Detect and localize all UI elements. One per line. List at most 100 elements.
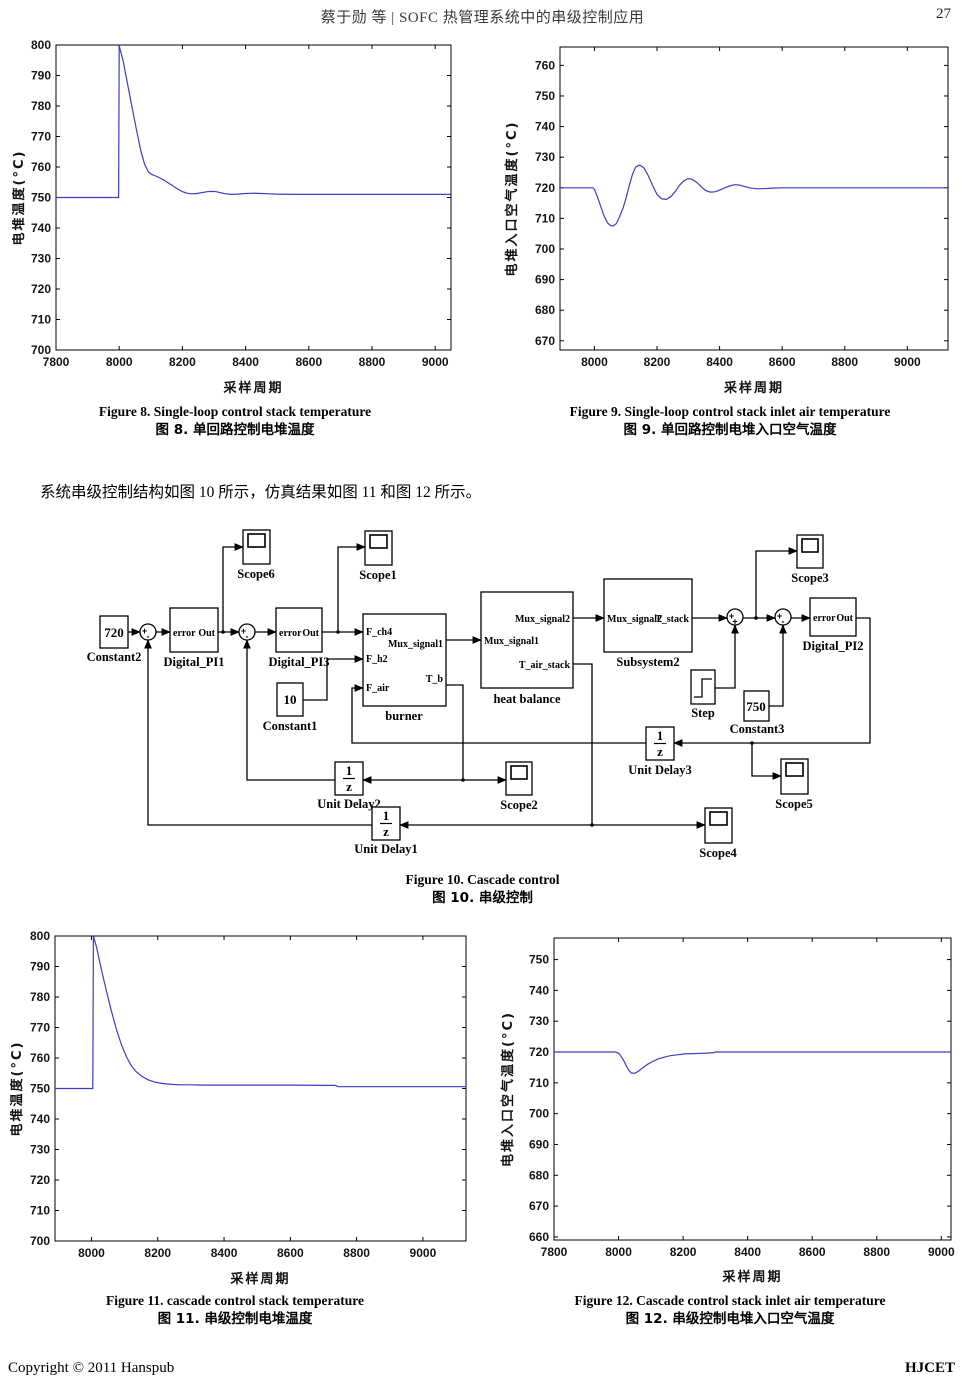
svg-text:750: 750 xyxy=(30,1082,50,1096)
figure8-chart: 7800 8000 8200 8400 8600 8800 9000 700 710 720 730… xyxy=(12,38,452,396)
block-digital-pi1: error Out Digital_PI1 xyxy=(163,607,225,669)
svg-text:F_ch4: F_ch4 xyxy=(366,627,392,638)
figure8-caption-en: Figure 8. Single-loop control stack temp… xyxy=(98,404,372,419)
svg-text:750: 750 xyxy=(529,953,549,967)
svg-text:+: + xyxy=(729,611,734,621)
figure9-caption-zh: 图 9. 单回路控制电堆入口空气温度 xyxy=(623,422,837,438)
svg-text:740: 740 xyxy=(30,1112,50,1126)
svg-text:760: 760 xyxy=(30,1051,50,1065)
svg-text:740: 740 xyxy=(535,120,555,134)
figure12-caption-zh: 图 12. 串级控制电堆入口空气温度 xyxy=(625,1311,835,1327)
svg-text:720: 720 xyxy=(104,625,124,640)
svg-text:8400: 8400 xyxy=(211,1246,238,1260)
svg-text:800: 800 xyxy=(30,929,50,943)
svg-text:7800: 7800 xyxy=(541,1245,568,1259)
svg-text:800: 800 xyxy=(31,38,51,52)
svg-text:730: 730 xyxy=(529,1014,549,1028)
svg-text:heat balance: heat balance xyxy=(493,692,560,706)
svg-text:Out: Out xyxy=(198,628,215,639)
svg-text:电堆温度(°C): 电堆温度(°C) xyxy=(10,1041,25,1137)
svg-text:-: - xyxy=(246,632,249,642)
block-unit-delay1: 1 z Unit Delay1 xyxy=(354,806,418,856)
svg-text:+: + xyxy=(777,611,782,621)
svg-text:740: 740 xyxy=(529,983,549,997)
svg-text:7800: 7800 xyxy=(43,355,70,369)
svg-text:8200: 8200 xyxy=(670,1245,697,1259)
figure11-caption-en: Figure 11. cascade control stack tempera… xyxy=(106,1293,364,1308)
svg-text:-: - xyxy=(782,617,785,627)
svg-text:730: 730 xyxy=(535,150,555,164)
svg-text:F_h2: F_h2 xyxy=(366,654,388,665)
scope-screen-icon xyxy=(369,534,388,549)
svg-text:Out: Out xyxy=(302,628,319,639)
svg-text:690: 690 xyxy=(535,273,555,287)
block-heat-balance: Mux_signal1 Mux_signal2 T_air_stack heat… xyxy=(480,591,574,706)
figure9-caption-en: Figure 9. Single-loop control stack inle… xyxy=(569,404,891,419)
block-digital-pi2: error Out Digital_PI2 xyxy=(802,597,864,653)
svg-text:Scope6: Scope6 xyxy=(237,567,275,581)
svg-text:Step: Step xyxy=(691,706,715,720)
svg-text:T_stack: T_stack xyxy=(655,614,689,625)
block-subsystem2: Mux_signal2 T_stack Subsystem2 xyxy=(603,578,693,669)
svg-text:700: 700 xyxy=(31,343,51,357)
svg-text:Constant1: Constant1 xyxy=(263,719,318,733)
svg-text:Mux_signal1: Mux_signal1 xyxy=(484,636,539,647)
block-burner: F_ch4 F_h2 F_air Mux_signal1 T_b burner xyxy=(362,613,447,723)
figure10-diagram: 720 Constant2 10 Constant1 750 Constant3… xyxy=(87,529,871,860)
svg-text:770: 770 xyxy=(30,1021,50,1035)
svg-text:T_air_stack: T_air_stack xyxy=(519,660,571,671)
svg-text:Scope4: Scope4 xyxy=(699,846,737,860)
svg-text:8000: 8000 xyxy=(78,1246,105,1260)
svg-text:采样周期: 采样周期 xyxy=(723,380,784,396)
scope-screen-icon xyxy=(247,533,266,548)
step-icon xyxy=(694,678,712,698)
svg-text:Constant3: Constant3 xyxy=(730,722,785,736)
figure9-caption: Figure 9. Single-loop control stack inle… xyxy=(500,403,960,439)
svg-text:710: 710 xyxy=(30,1204,50,1218)
svg-text:710: 710 xyxy=(535,211,555,225)
svg-text:Scope5: Scope5 xyxy=(775,797,813,811)
svg-text:Digital_PI2: Digital_PI2 xyxy=(802,639,863,653)
svg-text:8400: 8400 xyxy=(734,1245,761,1259)
svg-text:10: 10 xyxy=(284,692,297,707)
figure11-chart: 8000 8200 8400 8600 8800 9000 700 710 720 730 740 7… xyxy=(10,929,467,1287)
figure9-chart: 8000 8200 8400 8600 8800 9000 670 680 690 700 710 7… xyxy=(504,46,949,396)
svg-text:Digital_PI3: Digital_PI3 xyxy=(268,655,329,669)
svg-text:790: 790 xyxy=(31,69,51,83)
svg-text:750: 750 xyxy=(535,89,555,103)
svg-text:电堆入口空气温度(°C): 电堆入口空气温度(°C) xyxy=(500,1011,516,1167)
svg-text:750: 750 xyxy=(746,699,766,714)
svg-text:720: 720 xyxy=(31,282,51,296)
svg-text:Mux_signal1: Mux_signal1 xyxy=(388,639,443,650)
svg-text:8800: 8800 xyxy=(343,1246,370,1260)
page-number: 27 xyxy=(936,6,951,22)
svg-text:Out: Out xyxy=(836,613,853,624)
svg-text:F_air: F_air xyxy=(366,683,390,694)
svg-text:720: 720 xyxy=(535,181,555,195)
svg-text:Subsystem2: Subsystem2 xyxy=(616,655,679,669)
svg-text:8000: 8000 xyxy=(581,355,608,369)
svg-text:Mux_signal2: Mux_signal2 xyxy=(515,614,570,625)
figure12-caption: Figure 12. Cascade control stack inlet a… xyxy=(500,1292,960,1328)
block-digital-pi3: error Out Digital_PI3 xyxy=(268,607,330,669)
svg-text:Scope2: Scope2 xyxy=(500,798,538,812)
svg-text:730: 730 xyxy=(30,1143,50,1157)
block-constant3: 750 Constant3 xyxy=(730,690,785,736)
figure11-caption: Figure 11. cascade control stack tempera… xyxy=(10,1292,460,1328)
svg-text:780: 780 xyxy=(30,990,50,1004)
svg-text:9000: 9000 xyxy=(410,1246,437,1260)
svg-text:Unit Delay1: Unit Delay1 xyxy=(354,842,418,856)
svg-text:burner: burner xyxy=(385,709,423,723)
svg-text:670: 670 xyxy=(529,1199,549,1213)
svg-text:z: z xyxy=(346,779,352,794)
svg-text:690: 690 xyxy=(529,1137,549,1151)
svg-text:采样周期: 采样周期 xyxy=(222,380,283,396)
footer-journal: HJCET xyxy=(904,1360,955,1376)
svg-text:740: 740 xyxy=(31,221,51,235)
svg-text:电堆温度(°C): 电堆温度(°C) xyxy=(12,150,27,246)
block-unit-delay2: 1 z Unit Delay2 xyxy=(317,761,381,811)
svg-text:1: 1 xyxy=(346,763,353,778)
svg-text:1: 1 xyxy=(657,728,664,743)
svg-text:750: 750 xyxy=(31,191,51,205)
